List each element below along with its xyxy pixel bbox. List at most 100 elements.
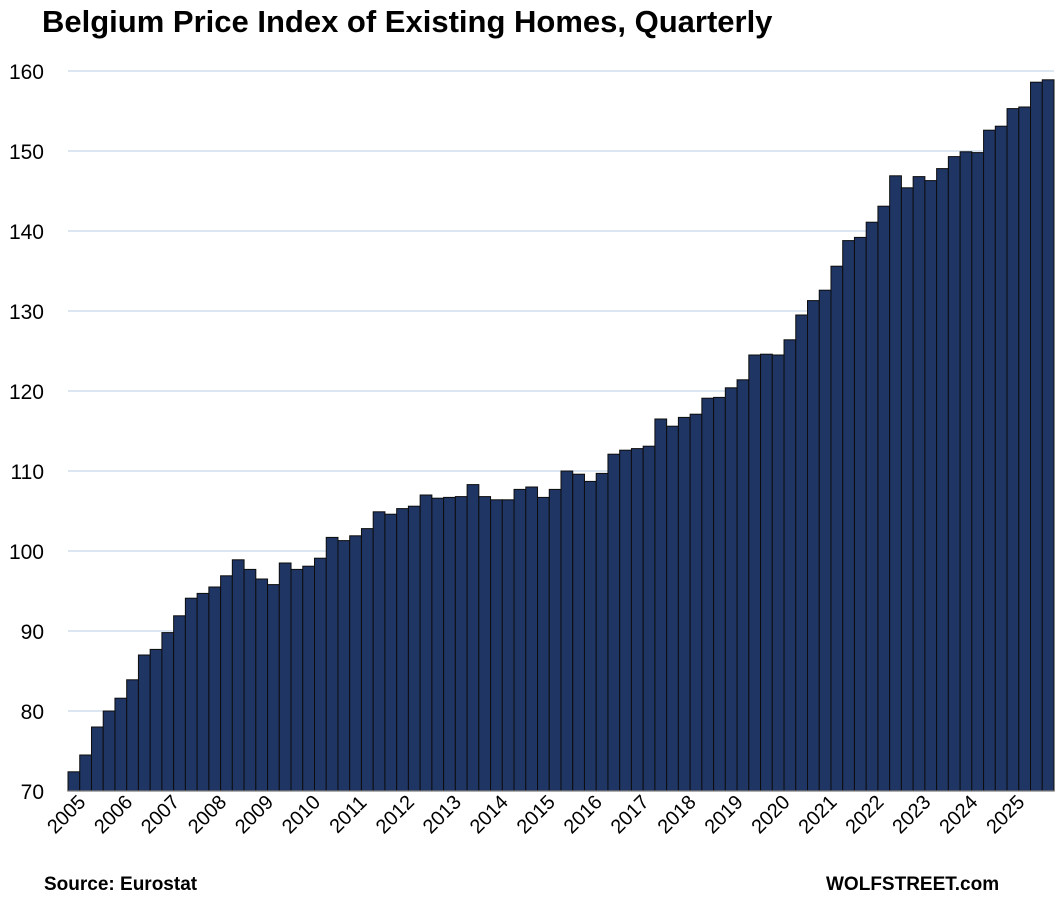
x-tick-label-2014: 2014 <box>466 791 513 838</box>
bar-2020-q4 <box>807 300 820 792</box>
x-axis-tick-labels: 2005 2006 2007 2008 2009 2010 2011 2012 2013 2014… <box>43 791 1029 838</box>
y-axis-tick-labels: 70 80 90 100 110 120 130 140 150 160 <box>9 61 44 804</box>
bar-2009-q4 <box>290 568 304 792</box>
x-tick-label-2021: 2021 <box>794 791 841 838</box>
bar-2013-q3 <box>466 484 480 792</box>
bar-2017-q1 <box>630 448 644 792</box>
bar-2012-q3 <box>419 494 433 792</box>
y-tick-label-120: 120 <box>9 381 44 404</box>
x-tick-label-2007: 2007 <box>137 791 184 838</box>
x-tick-label-2023: 2023 <box>888 791 935 838</box>
x-tick-label-2025: 2025 <box>982 791 1029 838</box>
bar-2014-q3 <box>513 488 527 792</box>
bar-2013-q4 <box>478 496 492 792</box>
bar-2007-q3 <box>184 597 198 792</box>
x-tick-label-2020: 2020 <box>748 791 795 838</box>
x-tick-label-2019: 2019 <box>701 791 748 838</box>
bar-2022-q4 <box>900 187 914 792</box>
x-tick-label-2016: 2016 <box>560 791 607 838</box>
bar-2022-q2 <box>877 205 891 792</box>
chart-title: Belgium Price Index of Existing Homes, Q… <box>42 4 773 39</box>
bar-2007-q2 <box>173 615 186 792</box>
bar-2006-q3 <box>137 654 151 792</box>
bar-2017-q2 <box>642 445 656 792</box>
bar-2017-q4 <box>666 425 679 792</box>
bar-2011-q4 <box>384 513 398 792</box>
x-tick-label-2017: 2017 <box>607 791 654 838</box>
bar-2006-q2 <box>126 679 139 792</box>
bar-2012-q1 <box>396 508 409 792</box>
bar-2015-q1 <box>537 496 550 792</box>
bar-series <box>67 79 1055 792</box>
bar-2009-q3 <box>278 562 292 792</box>
bar-2019-q3 <box>748 354 762 792</box>
bar-2021-q3 <box>842 240 855 792</box>
bar-2014-q4 <box>525 486 539 792</box>
bar-2018-q4 <box>713 396 726 792</box>
y-tick-label-70: 70 <box>21 781 44 804</box>
x-tick-label-2006: 2006 <box>90 791 137 838</box>
bar-2021-q1 <box>818 289 832 792</box>
x-tick-label-2015: 2015 <box>513 791 560 838</box>
bar-2017-q3 <box>654 418 668 792</box>
bar-2024-q1 <box>959 151 973 792</box>
bar-2023-q3 <box>936 168 949 792</box>
bar-2021-q2 <box>830 265 844 792</box>
bar-2025-q1 <box>1006 108 1020 792</box>
bar-2009-q2 <box>267 584 280 792</box>
bar-2008-q4 <box>243 568 257 792</box>
bar-2014-q2 <box>501 499 515 792</box>
bar-2015-q3 <box>560 470 574 792</box>
brand-watermark: WOLFSTREET.com <box>826 874 1000 895</box>
bar-2012-q4 <box>431 497 445 792</box>
bar-2006-q4 <box>149 648 163 792</box>
x-tick-label-2012: 2012 <box>372 791 419 838</box>
bar-2010-q2 <box>314 557 327 792</box>
y-tick-label-90: 90 <box>21 621 44 644</box>
x-tick-label-2024: 2024 <box>935 791 982 838</box>
bar-2011-q3 <box>372 511 386 792</box>
y-tick-label-80: 80 <box>21 701 44 724</box>
bar-2020-q2 <box>783 339 797 792</box>
bar-2016-q4 <box>619 449 632 792</box>
bar-2024-q3 <box>983 129 996 792</box>
bar-2019-q2 <box>736 379 750 792</box>
bar-2008-q2 <box>220 575 233 792</box>
source-note: Source: Eurostat <box>44 874 198 895</box>
bar-2011-q1 <box>349 535 362 792</box>
x-tick-label-2005: 2005 <box>43 791 90 838</box>
bar-2007-q4 <box>196 592 210 792</box>
y-tick-label-150: 150 <box>9 141 44 164</box>
bar-2025-q2 <box>1018 106 1032 792</box>
y-tick-label-140: 140 <box>9 221 44 244</box>
bar-2019-q4 <box>760 353 773 792</box>
x-tick-label-2010: 2010 <box>278 791 325 838</box>
bar-2024-q4 <box>994 125 1008 792</box>
bar-2019-q1 <box>724 387 738 792</box>
bar-2025-q4 <box>1041 79 1055 792</box>
bar-2024-q2 <box>971 152 985 792</box>
bar-2025-q3 <box>1030 81 1043 792</box>
y-tick-label-160: 160 <box>9 61 44 84</box>
x-tick-label-2011: 2011 <box>325 792 371 838</box>
bar-2005-q3 <box>90 726 104 792</box>
x-tick-label-2018: 2018 <box>654 791 701 838</box>
bar-2022-q1 <box>865 221 879 792</box>
bar-2015-q4 <box>572 473 585 792</box>
bar-2022-q3 <box>889 175 902 792</box>
bar-2023-q4 <box>947 156 961 792</box>
bar-2023-q1 <box>912 176 926 792</box>
bar-2012-q2 <box>407 505 421 792</box>
bar-2005-q2 <box>79 754 92 792</box>
bar-2014-q1 <box>490 499 503 792</box>
bar-2010-q1 <box>302 565 316 792</box>
x-tick-label-2022: 2022 <box>841 791 888 838</box>
bar-2023-q2 <box>924 180 938 792</box>
bar-2016-q2 <box>595 472 609 792</box>
x-tick-label-2013: 2013 <box>419 791 466 838</box>
bar-2021-q4 <box>853 236 867 792</box>
x-tick-label-2008: 2008 <box>184 791 231 838</box>
bar-2016-q3 <box>607 453 621 792</box>
bar-2005-q4 <box>102 710 116 792</box>
